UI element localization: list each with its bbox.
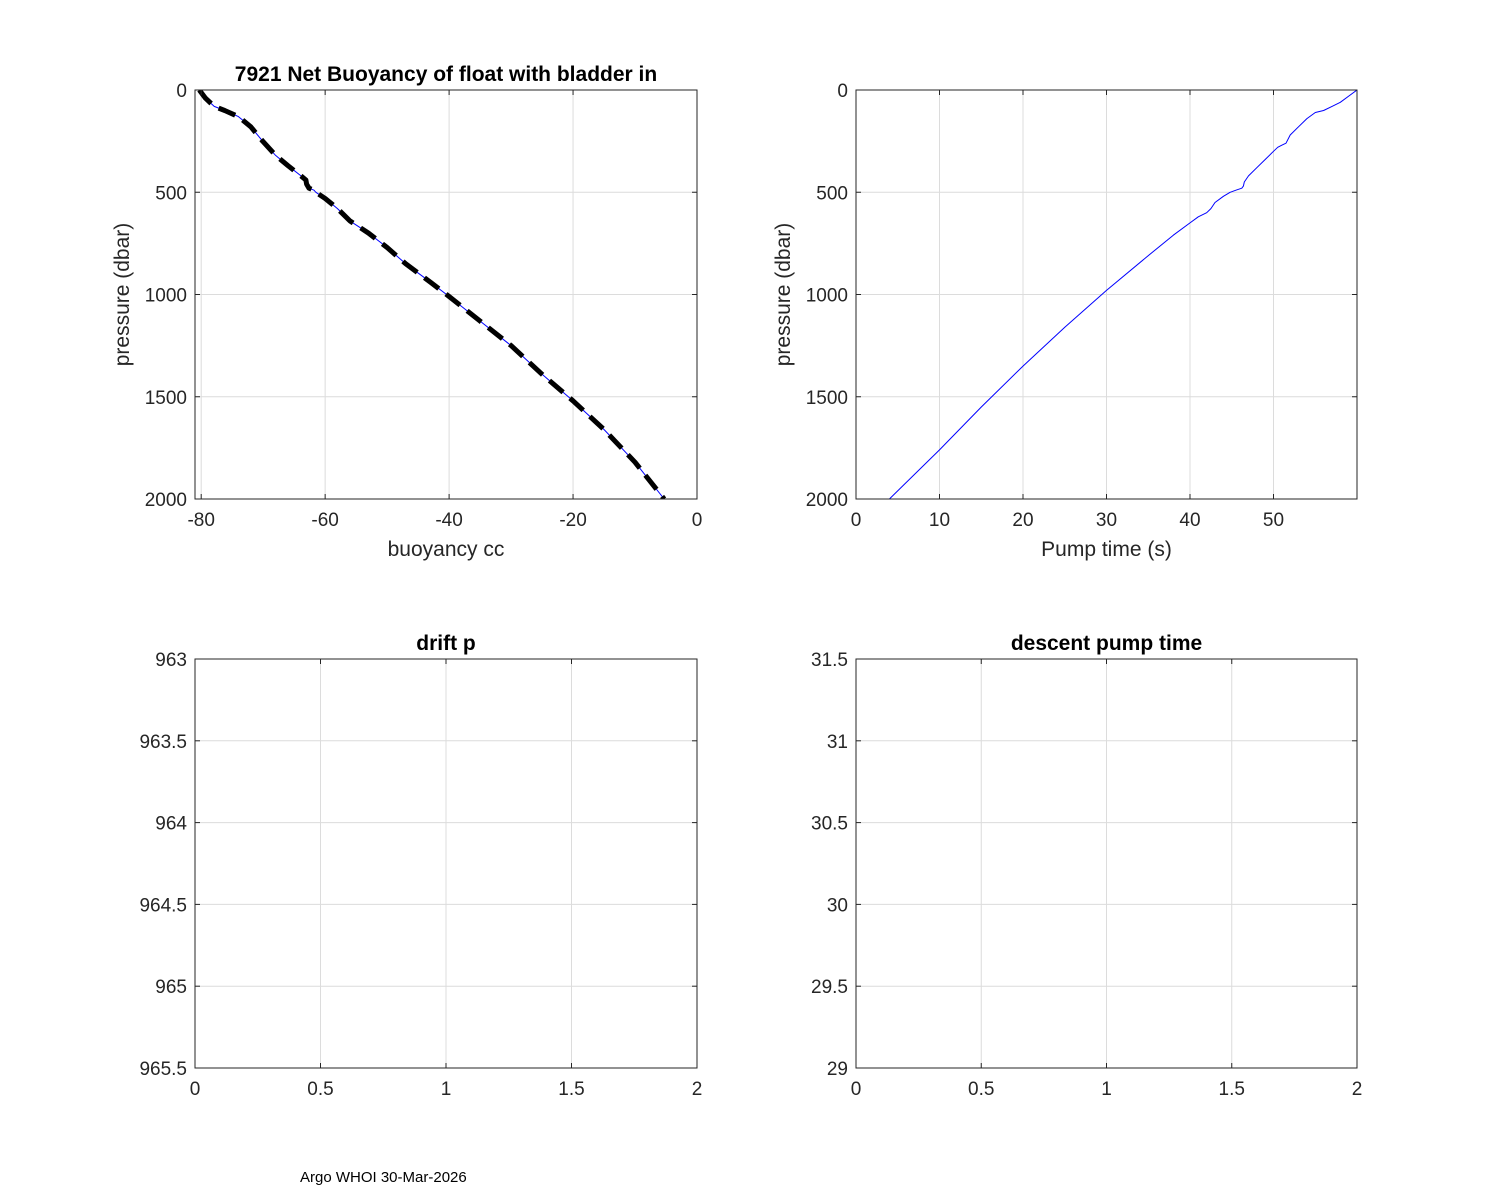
y-tick-label: 965.5 <box>139 1059 187 1080</box>
chart-title: 7921 Net Buoyancy of float with bladder … <box>235 63 657 86</box>
x-tick-label: 20 <box>1012 510 1033 531</box>
y-tick-label: 31 <box>827 732 848 753</box>
x-tick-label: -80 <box>187 510 214 531</box>
x-tick-label: 40 <box>1179 510 1200 531</box>
x-tick-label: 0 <box>851 510 862 531</box>
y-axis-label: pressure (dbar) <box>772 223 795 367</box>
y-tick-label: 963 <box>155 650 187 671</box>
x-tick-label: 0 <box>851 1079 862 1100</box>
x-tick-label: 50 <box>1263 510 1284 531</box>
x-tick-label: 0.5 <box>968 1079 994 1100</box>
y-tick-label: 500 <box>155 183 187 204</box>
y-tick-label: 2000 <box>145 490 187 511</box>
chart-driftp: 0 0.5 1 1.5 2 963 963.5 964 964.5 965 965.5 drift p <box>139 632 702 1100</box>
y-tick-label: 30 <box>827 895 848 916</box>
y-tick-label: 964.5 <box>139 895 187 916</box>
x-tick-label: 1 <box>1101 1079 1112 1100</box>
chart-buoyancy: -80 -60 -40 -20 0 0 500 1000 1500 2000 buoyancy cc… <box>111 63 702 561</box>
x-tick-label: 1.5 <box>1219 1079 1245 1100</box>
chart-title: drift p <box>416 632 475 655</box>
y-axis-label: pressure (dbar) <box>111 223 134 367</box>
chart-descentpump: 0 0.5 1 1.5 2 29 29.5 30 30.5 31 31.5 descent pump … <box>811 632 1362 1100</box>
x-tick-label: 0.5 <box>307 1079 333 1100</box>
x-tick-label: -20 <box>559 510 586 531</box>
x-tick-label: 0 <box>692 510 703 531</box>
y-tick-label: 1500 <box>806 388 848 409</box>
footer-text: Argo WHOI 30-Mar-2026 <box>300 1169 467 1186</box>
y-tick-label: 31.5 <box>811 650 848 671</box>
y-tick-label: 0 <box>176 81 187 102</box>
x-tick-label: -40 <box>435 510 462 531</box>
x-axis-label: Pump time (s) <box>1041 538 1172 561</box>
x-tick-label: 1 <box>441 1079 452 1100</box>
chart-title: descent pump time <box>1011 632 1202 655</box>
y-tick-label: 30.5 <box>811 814 848 835</box>
x-tick-label: -60 <box>311 510 338 531</box>
y-tick-label: 0 <box>837 81 848 102</box>
x-axis-label: buoyancy cc <box>388 538 505 561</box>
x-tick-label: 2 <box>1352 1079 1363 1100</box>
y-tick-label: 1000 <box>806 286 848 307</box>
y-tick-label: 965 <box>155 977 187 998</box>
y-tick-label: 1000 <box>145 286 187 307</box>
y-tick-label: 963.5 <box>139 732 187 753</box>
x-tick-label: 2 <box>692 1079 703 1100</box>
series-line <box>889 90 1357 499</box>
y-tick-label: 964 <box>155 814 187 835</box>
x-tick-label: 30 <box>1096 510 1117 531</box>
x-tick-label: 1.5 <box>558 1079 584 1100</box>
y-tick-label: 1500 <box>145 388 187 409</box>
y-tick-label: 2000 <box>806 490 848 511</box>
y-tick-label: 29 <box>827 1059 848 1080</box>
series-line-dashed <box>197 90 667 499</box>
y-tick-label: 500 <box>816 183 848 204</box>
x-tick-label: 0 <box>190 1079 201 1100</box>
y-tick-label: 29.5 <box>811 977 848 998</box>
x-tick-label: 10 <box>929 510 950 531</box>
